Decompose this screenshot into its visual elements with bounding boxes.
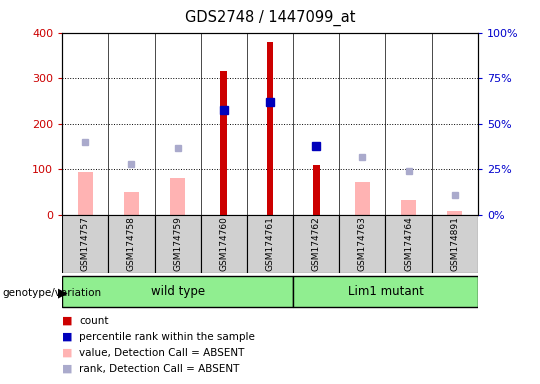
Text: GSM174759: GSM174759 bbox=[173, 217, 182, 271]
Text: ▶: ▶ bbox=[58, 286, 68, 300]
Bar bbox=[247, 215, 293, 273]
Bar bbox=[401, 200, 416, 215]
Bar bbox=[170, 178, 185, 215]
Bar bbox=[339, 215, 386, 273]
Text: GSM174763: GSM174763 bbox=[358, 217, 367, 271]
Bar bbox=[313, 165, 320, 215]
Bar bbox=[62, 215, 109, 273]
Bar bbox=[201, 215, 247, 273]
Bar bbox=[154, 215, 201, 273]
Text: GDS2748 / 1447099_at: GDS2748 / 1447099_at bbox=[185, 10, 355, 26]
Text: ■: ■ bbox=[62, 364, 72, 374]
Text: ■: ■ bbox=[62, 348, 72, 358]
Bar bbox=[62, 276, 293, 307]
Text: value, Detection Call = ABSENT: value, Detection Call = ABSENT bbox=[79, 348, 245, 358]
Text: Lim1 mutant: Lim1 mutant bbox=[348, 285, 423, 298]
Text: count: count bbox=[79, 316, 109, 326]
Text: GSM174764: GSM174764 bbox=[404, 217, 413, 271]
Text: GSM174761: GSM174761 bbox=[266, 217, 274, 271]
Text: GSM174757: GSM174757 bbox=[80, 217, 90, 271]
Bar bbox=[431, 215, 478, 273]
Bar bbox=[220, 71, 227, 215]
Bar bbox=[109, 215, 154, 273]
Text: wild type: wild type bbox=[151, 285, 205, 298]
Text: genotype/variation: genotype/variation bbox=[3, 288, 102, 298]
Text: ■: ■ bbox=[62, 332, 72, 342]
Bar bbox=[78, 172, 92, 215]
Bar bbox=[355, 182, 370, 215]
Bar bbox=[124, 192, 139, 215]
Text: GSM174760: GSM174760 bbox=[219, 217, 228, 271]
Bar bbox=[267, 42, 273, 215]
Text: ■: ■ bbox=[62, 316, 72, 326]
Bar bbox=[448, 211, 462, 215]
Text: GSM174758: GSM174758 bbox=[127, 217, 136, 271]
Text: rank, Detection Call = ABSENT: rank, Detection Call = ABSENT bbox=[79, 364, 240, 374]
Bar bbox=[293, 276, 478, 307]
Text: GSM174891: GSM174891 bbox=[450, 217, 460, 271]
Bar bbox=[293, 215, 339, 273]
Bar bbox=[386, 215, 431, 273]
Text: GSM174762: GSM174762 bbox=[312, 217, 321, 271]
Text: percentile rank within the sample: percentile rank within the sample bbox=[79, 332, 255, 342]
